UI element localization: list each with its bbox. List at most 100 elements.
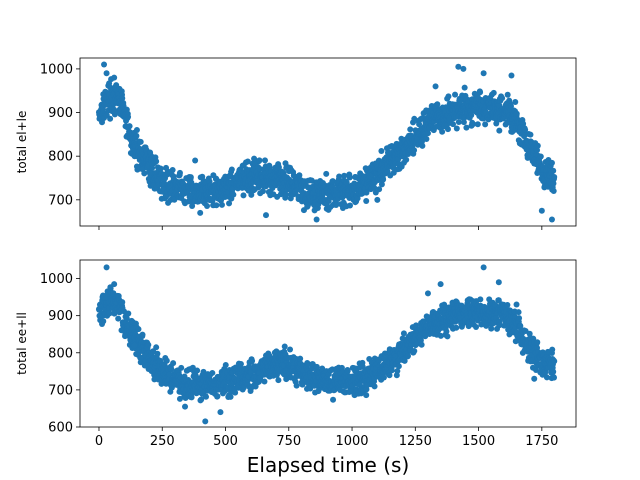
data-point <box>394 368 401 375</box>
data-point <box>543 374 550 381</box>
data-point <box>363 392 370 399</box>
data-point <box>504 302 511 309</box>
data-point <box>460 65 467 72</box>
data-point <box>371 383 378 390</box>
data-point <box>455 119 462 126</box>
data-point <box>145 341 152 348</box>
data-point <box>388 143 395 150</box>
data-point <box>490 89 497 96</box>
data-point <box>125 113 132 120</box>
data-point <box>444 126 451 133</box>
data-point <box>407 126 414 133</box>
data-point <box>261 157 268 164</box>
data-point <box>344 367 351 374</box>
data-point <box>551 358 558 365</box>
data-point <box>209 369 216 376</box>
data-point <box>513 110 520 117</box>
data-point <box>100 318 107 325</box>
data-point <box>123 315 130 322</box>
data-point <box>341 172 348 179</box>
data-point <box>249 357 256 364</box>
data-point <box>376 186 383 193</box>
y-tick-label: 1000 <box>40 62 73 77</box>
data-point <box>346 174 353 181</box>
data-point <box>297 355 304 362</box>
panel-bottom: 600 700 800 900 1000 0 250 500 750 1000 1250 1500 17… <box>15 259 577 449</box>
data-point <box>154 350 161 357</box>
data-point <box>293 382 300 389</box>
x-tick-label: 1750 <box>525 434 558 449</box>
data-point <box>424 290 431 297</box>
data-point <box>119 299 126 306</box>
data-point <box>333 202 340 209</box>
data-point <box>453 324 460 331</box>
data-point <box>169 166 176 173</box>
data-point <box>282 191 289 198</box>
data-point <box>226 200 233 207</box>
data-point <box>275 377 282 384</box>
data-point <box>499 95 506 102</box>
data-point <box>461 84 468 91</box>
data-point <box>508 72 515 79</box>
data-point <box>125 310 132 317</box>
data-point <box>550 368 557 375</box>
data-point <box>343 179 350 186</box>
data-point <box>477 296 484 303</box>
data-point <box>359 363 366 370</box>
data-point <box>164 168 171 175</box>
data-point <box>400 330 407 337</box>
data-point <box>444 333 451 340</box>
data-point <box>214 393 221 400</box>
data-point <box>228 166 235 173</box>
data-point <box>131 342 138 349</box>
data-point <box>441 301 448 308</box>
data-point <box>445 93 452 100</box>
data-point <box>323 170 330 177</box>
data-point <box>460 119 467 126</box>
data-point <box>538 207 545 214</box>
data-point <box>401 357 408 364</box>
data-point <box>516 315 523 322</box>
data-point <box>507 103 514 110</box>
axes-frame <box>79 259 577 428</box>
data-point <box>198 396 205 403</box>
data-point <box>470 121 476 128</box>
y-tick-label: 900 <box>48 309 73 324</box>
data-point <box>137 138 144 145</box>
x-tick-label: 500 <box>213 434 238 449</box>
data-point <box>463 124 470 131</box>
data-point <box>551 173 558 180</box>
data-point <box>115 315 122 322</box>
data-point <box>417 337 424 344</box>
data-point <box>313 363 320 370</box>
data-point <box>496 322 503 329</box>
data-point <box>363 197 370 204</box>
y-axis-title: total ee+ll <box>15 312 29 375</box>
data-point <box>477 89 484 96</box>
data-point <box>534 339 541 346</box>
y-tick-label: 1000 <box>40 272 73 287</box>
data-point <box>133 127 140 133</box>
data-point <box>188 394 195 401</box>
panel-top: 700 800 900 1000 total el+le <box>15 57 577 230</box>
data-point <box>106 310 113 317</box>
y-tick-label: 800 <box>48 150 73 165</box>
data-point <box>363 189 370 196</box>
data-point <box>549 346 556 353</box>
data-point <box>411 115 418 122</box>
x-tick-label: 1500 <box>462 434 495 449</box>
data-point <box>240 192 247 199</box>
data-point <box>111 74 118 81</box>
data-point <box>103 70 110 77</box>
scatter-points <box>95 61 558 223</box>
x-tick-label: 1000 <box>335 434 368 449</box>
data-point <box>363 386 370 393</box>
data-point <box>480 70 487 77</box>
data-point <box>527 131 534 138</box>
data-point <box>168 366 175 373</box>
data-point <box>217 409 224 416</box>
data-point <box>534 142 541 149</box>
data-point <box>495 279 502 286</box>
data-point <box>101 61 108 68</box>
